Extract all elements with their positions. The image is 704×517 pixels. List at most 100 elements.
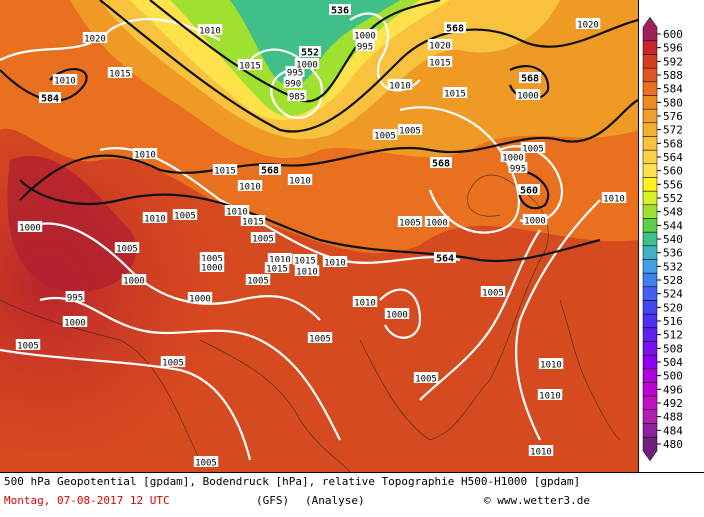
isobar-label: 995 xyxy=(287,69,303,79)
isobar-label-bg xyxy=(132,148,158,159)
colorbar-label: 492 xyxy=(663,397,683,410)
isobar-label-bg xyxy=(427,39,453,50)
colorbar-label: 588 xyxy=(663,69,683,82)
isobar-label: 1010 xyxy=(389,82,411,92)
isobar-label-bg xyxy=(237,180,263,191)
isobar-label: 1000 xyxy=(201,264,223,274)
geopotential-label: 552 xyxy=(301,48,319,59)
isobar-label-bg xyxy=(500,151,526,162)
isobar-label: 1005 xyxy=(116,245,138,255)
colorbar-cell xyxy=(642,231,658,247)
isobar-label: 1005 xyxy=(174,212,196,222)
colorbar-label: 560 xyxy=(663,165,683,178)
geopotential-label: 568 xyxy=(261,166,279,177)
isobar-label-bg xyxy=(387,79,413,90)
isobar-label-bg xyxy=(292,254,318,265)
isobar-label-bg xyxy=(285,66,305,77)
colorbar-cell xyxy=(642,81,658,96)
isobar-label: 1000 xyxy=(123,277,145,287)
isobar-label-bg xyxy=(187,292,213,303)
isobar-label: 1010 xyxy=(134,151,156,161)
isobar-label: 1005 xyxy=(309,335,331,345)
isobar-label: 1010 xyxy=(226,208,248,218)
colorbar-cell xyxy=(642,122,658,137)
isobar-label-bg xyxy=(15,339,41,350)
isobar-label-bg xyxy=(237,59,263,70)
isobar-label-bg xyxy=(199,261,225,272)
isobar-label-bg xyxy=(352,296,378,307)
isobar-label: 1005 xyxy=(374,132,396,142)
colorbar-cell xyxy=(642,272,658,288)
isobar-label: 1005 xyxy=(482,289,504,299)
isobar-label: 1010 xyxy=(296,268,318,278)
colorbar-label: 536 xyxy=(663,247,683,260)
isobar-label: 1005 xyxy=(195,459,217,469)
isobar-label: 1015 xyxy=(266,265,288,275)
isobar-label-bg xyxy=(114,242,140,253)
isobar-label: 1020 xyxy=(84,35,106,45)
isobar-label-bg xyxy=(424,216,450,227)
isobar-label-bg xyxy=(480,286,506,297)
isobar-label: 1005 xyxy=(399,127,421,137)
colorbar-label: 564 xyxy=(663,151,683,164)
colorbar-label: 524 xyxy=(663,288,683,301)
isobar-label-bg xyxy=(352,29,378,40)
isobar-label: 985 xyxy=(289,93,305,103)
colorbar-cell xyxy=(642,54,658,69)
isobar-label-bg xyxy=(427,56,453,67)
isobar-label: 1020 xyxy=(577,21,599,31)
colorbar-label: 584 xyxy=(663,83,683,96)
colorbar-label: 520 xyxy=(663,301,683,314)
isobar-label-bg xyxy=(522,214,548,225)
colorbar-cell xyxy=(642,423,658,438)
colorbar-label: 528 xyxy=(663,274,683,287)
isobar-label: 1000 xyxy=(426,219,448,229)
isobar-label-bg xyxy=(142,212,168,223)
geopotential-label-bg xyxy=(444,22,466,33)
colorbar-label: 488 xyxy=(663,411,683,424)
isobar-label-bg xyxy=(307,332,333,343)
isobar-label-bg xyxy=(82,32,108,43)
isobar-label-bg xyxy=(508,162,528,173)
isobar-label-bg xyxy=(601,192,627,203)
colorbar-label: 596 xyxy=(663,42,683,55)
isobar-label-bg xyxy=(575,18,601,29)
colorbar-label: 548 xyxy=(663,206,683,219)
geopotential-label: 568 xyxy=(521,74,539,85)
isobar-label-bg xyxy=(283,77,303,88)
colorbar-cell xyxy=(642,136,658,151)
isobar-label-bg xyxy=(250,232,276,243)
isobar-label: 1010 xyxy=(354,299,376,309)
colorbar-cell xyxy=(642,245,658,260)
footer-analysis: (Analyse) xyxy=(305,494,365,507)
colorbar: 6005965925885845805765725685645605565525… xyxy=(642,16,683,462)
isobar-label-bg xyxy=(520,142,546,153)
isobar-label: 1000 xyxy=(296,61,318,71)
colorbar-label: 552 xyxy=(663,192,683,205)
isobar-label: 995 xyxy=(67,294,83,304)
geopotential-label: 560 xyxy=(520,186,538,197)
geopotential-label-bg xyxy=(39,92,61,103)
footer-date: Montag, 07-08-2017 12 UTC xyxy=(4,494,170,507)
isobar-label: 1010 xyxy=(54,77,76,87)
isobar-label-bg xyxy=(224,205,250,216)
footer-copyright: © www.wetter3.de xyxy=(484,494,590,507)
colorbar-label: 572 xyxy=(663,124,683,137)
isobar-label: 1005 xyxy=(247,277,269,287)
isobar-label: 1015 xyxy=(294,257,316,267)
isobar-label-bg xyxy=(264,262,290,273)
isobar-label-bg xyxy=(245,274,271,285)
colorbar-cell xyxy=(642,67,658,83)
isobar-label-bg xyxy=(107,67,133,78)
isobar-label: 1000 xyxy=(19,224,41,234)
geopotential-label-bg xyxy=(259,164,281,175)
footer-model: (GFS) xyxy=(256,494,289,507)
isobar-label-bg xyxy=(65,291,85,302)
isobar-label: 1015 xyxy=(242,218,264,228)
colorbar-cell xyxy=(642,313,658,329)
colorbar-label: 544 xyxy=(663,219,683,232)
isobar-label: 1010 xyxy=(603,195,625,205)
isobar-label: 1010 xyxy=(539,392,561,402)
colorbar-cell xyxy=(642,95,658,110)
